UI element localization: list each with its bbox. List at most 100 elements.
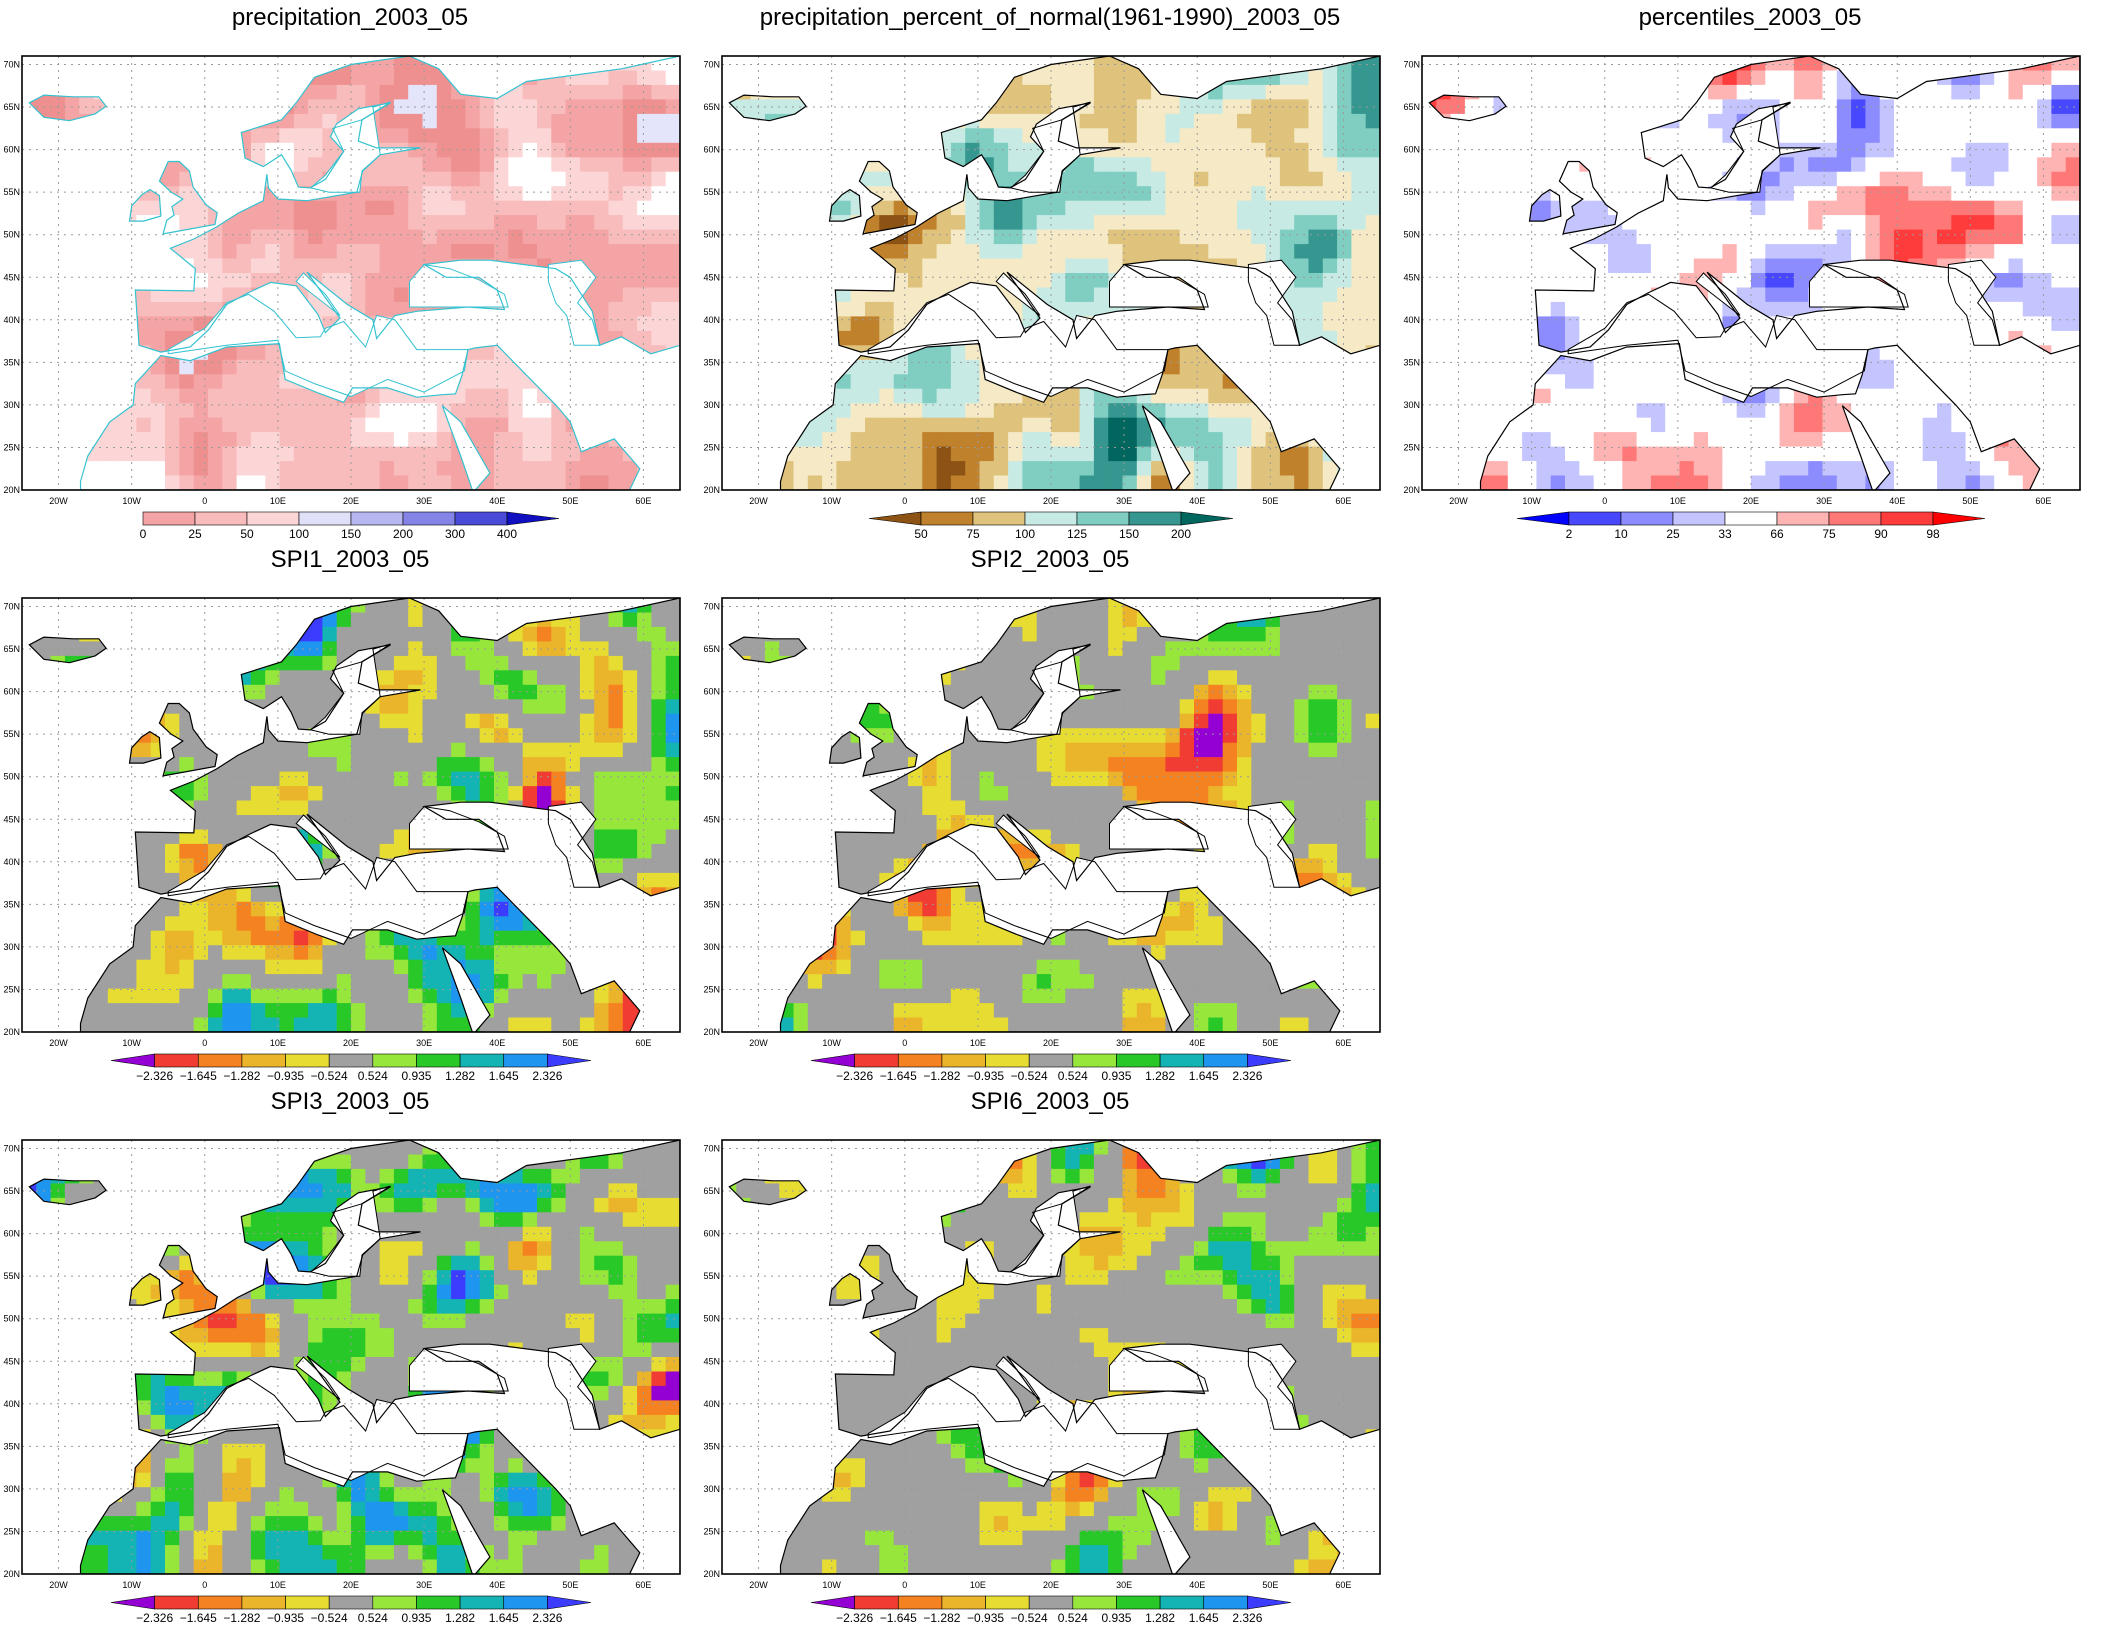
colorbar-label: −1.645 (180, 1069, 217, 1083)
colorbar-segment (986, 1054, 1030, 1067)
lat-tick-label: 40N (1403, 315, 1420, 325)
lat-tick-label: 60N (703, 687, 720, 697)
colorbar-label: 300 (445, 527, 465, 541)
colorbar-label: −0.524 (311, 1611, 348, 1625)
colorbar-segment (460, 1054, 504, 1067)
lon-tick-label: 40E (1889, 496, 1905, 506)
lat-tick-label: 65N (3, 644, 20, 654)
colorbar-segment (1881, 512, 1933, 525)
colorbar-segment (898, 1596, 942, 1609)
colorbar-segment (869, 512, 921, 525)
panel-title: SPI3_2003_05 (0, 1088, 700, 1116)
lat-tick-label: 60N (3, 1229, 20, 1239)
lon-tick-label: 10W (822, 1038, 841, 1048)
colorbar-label: −2.326 (836, 1611, 873, 1625)
lon-tick-label: 20W (749, 496, 768, 506)
colorbar-segment (198, 1054, 242, 1067)
colorbar-segment (1247, 1054, 1291, 1067)
lon-tick-label: 20E (1043, 496, 1059, 506)
lat-tick-label: 45N (703, 272, 720, 282)
lon-tick-label: 50E (562, 496, 578, 506)
colorbar-segment (1181, 512, 1233, 525)
colorbar-label: 0.524 (358, 1611, 388, 1625)
lat-tick-label: 45N (3, 272, 20, 282)
lon-tick-label: 60E (635, 1580, 651, 1590)
lat-tick-label: 60N (703, 145, 720, 155)
colorbar-segment (247, 512, 299, 525)
lon-tick-label: 10E (970, 1038, 986, 1048)
lon-tick-label: 50E (1262, 496, 1278, 506)
lon-tick-label: 20E (1743, 496, 1759, 506)
colorbar-segment (507, 512, 559, 525)
lat-tick-label: 70N (703, 60, 720, 70)
colorbar-segment (455, 512, 507, 525)
colorbar-segment (351, 512, 403, 525)
lon-tick-label: 10E (970, 496, 986, 506)
colorbar-segment (111, 1596, 155, 1609)
lon-tick-label: 10W (122, 496, 141, 506)
lon-tick-label: 60E (1335, 1038, 1351, 1048)
colorbar-segment (1073, 1596, 1117, 1609)
colorbar-segment (143, 512, 195, 525)
colorbar-label: −0.935 (967, 1069, 1004, 1083)
colorbar-label: 0.524 (358, 1069, 388, 1083)
lat-tick-label: 50N (703, 1314, 720, 1324)
colorbar-label: −1.282 (923, 1069, 960, 1083)
colorbar-segment (942, 1054, 986, 1067)
lat-tick-label: 50N (3, 230, 20, 240)
lat-tick-label: 55N (703, 1271, 720, 1281)
lon-tick-label: 30E (416, 1580, 432, 1590)
colorbar-label: −0.935 (267, 1611, 304, 1625)
colorbar-segment (155, 1054, 199, 1067)
lat-tick-label: 20N (703, 1569, 720, 1579)
colorbar-label: −1.282 (223, 1069, 260, 1083)
colorbar-label: 75 (1822, 527, 1836, 541)
colorbar-label: 1.282 (445, 1611, 475, 1625)
lat-tick-label: 35N (1403, 357, 1420, 367)
lon-tick-label: 50E (562, 1580, 578, 1590)
lat-tick-label: 65N (3, 1186, 20, 1196)
colorbar-label: 0.935 (401, 1611, 431, 1625)
colorbar-segment (1204, 1054, 1248, 1067)
colorbar-label: 400 (497, 527, 517, 541)
lon-tick-label: 0 (902, 1038, 907, 1048)
lat-tick-label: 20N (1403, 485, 1420, 495)
lat-tick-label: 55N (703, 729, 720, 739)
colorbar-segment (155, 1596, 199, 1609)
lat-tick-label: 25N (703, 442, 720, 452)
colorbar-segment (1673, 512, 1725, 525)
lon-tick-label: 10E (270, 496, 286, 506)
lat-tick-label: 55N (3, 1271, 20, 1281)
lat-tick-label: 35N (703, 899, 720, 909)
lat-tick-label: 20N (3, 1569, 20, 1579)
lon-tick-label: 0 (202, 1580, 207, 1590)
colorbar-label: 100 (1015, 527, 1035, 541)
colorbar-label: 100 (289, 527, 309, 541)
colorbar-segment (1517, 512, 1569, 525)
colorbar-label: −1.282 (223, 1611, 260, 1625)
lon-tick-label: 50E (1262, 1038, 1278, 1048)
colorbar-label: 1.282 (1145, 1069, 1175, 1083)
colorbar-segment (898, 1054, 942, 1067)
panel-title: percentiles_2003_05 (1400, 4, 2100, 32)
colorbar-segment (242, 1054, 286, 1067)
lon-tick-label: 60E (2035, 496, 2051, 506)
lon-tick-label: 10E (970, 1580, 986, 1590)
colorbar-label: 1.645 (489, 1069, 519, 1083)
lat-tick-label: 70N (3, 1144, 20, 1154)
colorbar-segment (416, 1054, 460, 1067)
